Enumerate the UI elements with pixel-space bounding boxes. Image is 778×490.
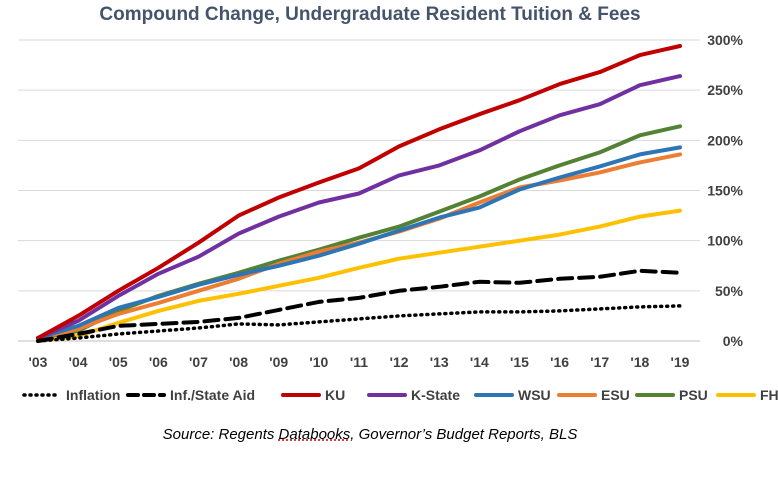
legend-swatch (281, 393, 321, 397)
legend-item-psu: PSU (635, 387, 708, 403)
x-tick-label: '09 (269, 354, 288, 370)
source-suffix: , Governor’s Budget Reports, BLS (350, 426, 578, 443)
chart-title: Compound Change, Undergraduate Resident … (99, 4, 641, 25)
legend-label: FHSU (760, 387, 778, 403)
series-lines (36, 44, 682, 343)
series-line-psu (36, 124, 682, 340)
x-tick-label: '14 (470, 354, 489, 370)
x-tick-label: '15 (510, 354, 529, 370)
source-prefix: Source: Regents (162, 426, 279, 443)
x-tick-label: '07 (189, 354, 208, 370)
x-tick-label: '11 (350, 354, 368, 370)
legend-swatch (367, 393, 407, 397)
x-tick-label: '05 (109, 354, 128, 370)
legend-label: K-State (411, 387, 461, 403)
legend-swatch (22, 393, 62, 397)
x-tick-label: '08 (229, 354, 248, 370)
legend-item-wsu: WSU (474, 387, 551, 403)
x-tick-label: '19 (671, 354, 690, 370)
x-tick-label: '10 (309, 354, 328, 370)
legend-label: PSU (679, 387, 708, 403)
source-underlined: Databooks (278, 426, 351, 443)
legend-item-inf-state-aid: Inf./State Aid (126, 387, 255, 403)
legend-item-ku: KU (281, 387, 345, 403)
y-tick-label: 100% (707, 233, 743, 249)
series-line-fhsu (36, 208, 682, 343)
y-tick-label: 50% (715, 283, 744, 299)
x-tick-label: '13 (430, 354, 449, 370)
series-line-inflation (36, 304, 682, 343)
x-tick-label: '06 (149, 354, 168, 370)
legend-swatch (474, 393, 514, 397)
x-tick-label: '04 (69, 354, 88, 370)
source-note: Source: Regents Databooks, Governor’s Bu… (0, 426, 740, 443)
legend-item-fhsu: FHSU (716, 387, 778, 403)
legend-label: KU (325, 387, 346, 403)
legend-item-k-state: K-State (367, 387, 460, 403)
legend-swatch (126, 393, 166, 397)
y-tick-label: 0% (723, 333, 744, 349)
y-tick-label: 250% (707, 82, 743, 98)
y-tick-label: 150% (707, 183, 743, 199)
x-tick-label: '18 (630, 354, 649, 370)
x-tick-label: '17 (590, 354, 609, 370)
legend-item-esu: ESU (557, 387, 630, 403)
legend-label: ESU (601, 387, 630, 403)
legend-label: Inf./State Aid (170, 387, 256, 403)
y-tick-label: 300% (707, 32, 743, 48)
y-tick-label: 200% (707, 132, 743, 148)
legend-label: WSU (518, 387, 551, 403)
x-tick-label: '12 (390, 354, 409, 370)
legend-label: Inflation (66, 387, 121, 403)
series-line-ku (36, 44, 682, 340)
tick-labels: 0% 50% 100% 150% 200% 250% 300% '03 '04 '05 '06 '07… (29, 32, 744, 370)
x-tick-label: '03 (29, 354, 48, 370)
legend: Inflation Inf./State Aid KU K-State WSU ESU PS… (22, 387, 778, 407)
legend-swatch (557, 393, 597, 397)
series-line-wsu (36, 145, 682, 340)
x-tick-label: '16 (550, 354, 569, 370)
legend-swatch (716, 393, 756, 397)
series-line-k-state (36, 74, 682, 340)
legend-swatch (635, 393, 675, 397)
legend-item-inflation: Inflation (22, 387, 120, 403)
series-line-inf-state-aid (36, 268, 682, 343)
